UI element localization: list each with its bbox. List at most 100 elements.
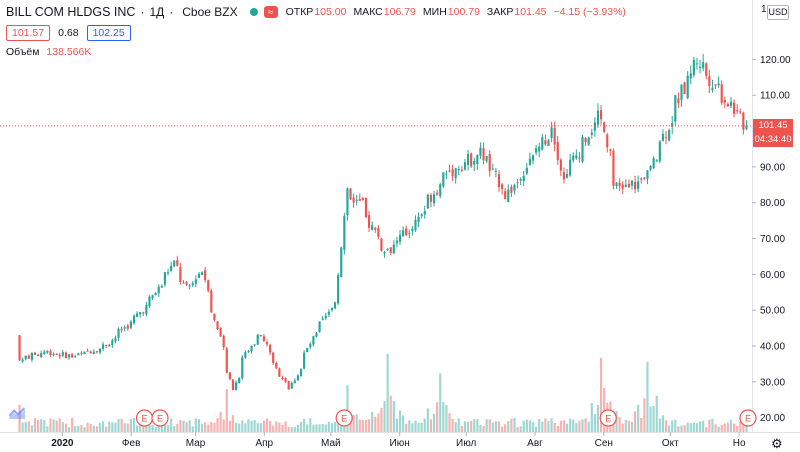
- candle-body: [371, 225, 374, 230]
- volume-bar: [139, 422, 142, 432]
- price-axis-tick-label: 50.00: [760, 306, 785, 317]
- candle-body: [442, 172, 445, 187]
- volume-bar: [86, 422, 89, 432]
- earnings-event-marker[interactable]: E: [739, 409, 757, 427]
- volume-legend[interactable]: Объём 138.566K: [6, 46, 91, 58]
- candle-body: [414, 219, 417, 231]
- candle-body: [513, 185, 516, 191]
- volume-bar: [664, 420, 668, 432]
- candle-body: [569, 159, 572, 176]
- volume-bar: [541, 421, 544, 432]
- volume-bar: [674, 419, 677, 432]
- currency-button[interactable]: USD: [767, 5, 789, 20]
- candle-body: [432, 194, 436, 204]
- candle-body: [655, 160, 658, 162]
- candle-body: [330, 307, 334, 311]
- volume-bar: [136, 425, 139, 432]
- wave-badge-icon[interactable]: ≈: [263, 6, 278, 18]
- candle-body: [711, 87, 714, 90]
- volume-bar: [364, 419, 368, 432]
- candle-body: [275, 362, 278, 369]
- candle-body: [71, 354, 74, 358]
- candle-body: [290, 382, 293, 389]
- candle-body: [479, 147, 482, 156]
- volume-bar: [405, 423, 408, 432]
- candle-body: [139, 312, 142, 315]
- candle-body: [408, 233, 411, 235]
- exchange-label[interactable]: Cboe BZX: [182, 5, 238, 19]
- candle-body: [491, 168, 494, 170]
- volume-bar: [442, 402, 445, 432]
- legend-separator: ·: [140, 5, 145, 19]
- volume-bar: [142, 425, 145, 432]
- candle-body: [309, 343, 312, 348]
- candle-body: [340, 247, 343, 278]
- candle-body: [123, 327, 126, 329]
- volume-bar: [191, 426, 194, 432]
- candle-body: [565, 173, 569, 178]
- spread-value: 0.68: [58, 27, 79, 39]
- candle-body: [510, 186, 513, 193]
- price-axis-tick-label: 90.00: [760, 162, 785, 173]
- volume-bar: [736, 425, 739, 432]
- volume-bar: [173, 426, 176, 432]
- settings-gear-icon[interactable]: ⚙: [771, 436, 783, 451]
- volume-bar: [367, 419, 371, 432]
- volume-bar: [228, 420, 231, 432]
- candle-body: [43, 351, 46, 354]
- candle-body: [541, 137, 544, 150]
- candle-body: [658, 141, 661, 162]
- low-label: МИН: [422, 6, 447, 18]
- candle-body: [129, 321, 132, 328]
- symbol-name[interactable]: BILL COM HLDGS INC: [6, 5, 136, 19]
- candle-body: [745, 125, 748, 130]
- candle-body: [37, 354, 40, 357]
- volume-bar: [559, 420, 562, 432]
- candle-body: [457, 169, 460, 171]
- candle-body: [306, 347, 309, 353]
- earnings-event-marker[interactable]: E: [151, 409, 169, 427]
- countdown-tag: 04:34:40: [753, 132, 793, 147]
- candle-body: [352, 197, 355, 203]
- volume-bar: [603, 388, 606, 432]
- candle-body: [176, 260, 179, 266]
- candle-body: [603, 122, 606, 132]
- volume-bar: [729, 419, 733, 432]
- volume-bar: [52, 419, 55, 432]
- candle-body: [624, 184, 627, 187]
- candle-body: [228, 372, 231, 379]
- volume-bar: [247, 419, 250, 432]
- ask-price-box[interactable]: 102.25: [86, 25, 131, 41]
- earnings-event-marker[interactable]: E: [135, 409, 154, 427]
- candle-body: [593, 122, 596, 131]
- symbol-legend[interactable]: BILL COM HLDGS INC · 1Д · Cboe BZX ≈ ОТК…: [6, 4, 633, 20]
- candle-body: [108, 344, 111, 347]
- candle-body: [637, 181, 640, 189]
- tradingview-logo-icon[interactable]: [8, 404, 26, 420]
- volume-bar: [584, 418, 587, 432]
- candle-body: [705, 63, 708, 76]
- volume-bar: [83, 427, 86, 432]
- volume-bar: [293, 427, 296, 432]
- time-axis[interactable]: 2020 Фев Мар Апр Май Июн Июл Авг Сен Окт Но: [51, 432, 746, 449]
- volume-bar: [312, 424, 315, 432]
- candle-body: [49, 351, 52, 356]
- bid-price-box[interactable]: 101.57: [6, 25, 51, 41]
- candle-body: [136, 313, 139, 317]
- candle-body: [321, 318, 324, 320]
- candle-body: [488, 153, 491, 171]
- earnings-event-marker[interactable]: E: [335, 409, 353, 427]
- volume-bar: [624, 419, 627, 432]
- earnings-event-marker[interactable]: E: [599, 409, 617, 427]
- volume-bar: [352, 414, 355, 432]
- candle-body: [210, 290, 213, 313]
- candle-body: [30, 353, 34, 360]
- candle-body: [599, 110, 603, 120]
- interval-label[interactable]: 1Д: [149, 5, 165, 19]
- candle-body: [355, 200, 358, 202]
- candle-body: [281, 377, 284, 379]
- earnings-event-label: E: [341, 414, 347, 424]
